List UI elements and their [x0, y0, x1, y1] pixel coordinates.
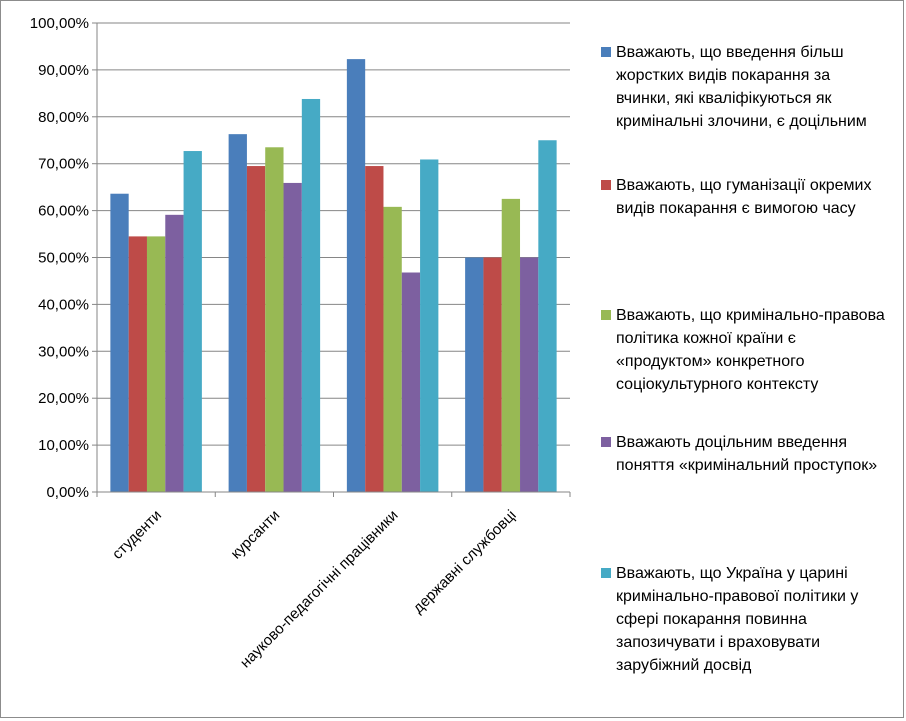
legend-label-4: Вважають доцільним введення поняття «кри… — [616, 434, 878, 474]
y-tick-labels: 0,00% 10,00% 20,00% 30,00% 40,00% 50,00% 60,00… — [30, 15, 89, 501]
legend-item-1: Вважають, що введення більш жорстких вид… — [601, 41, 886, 133]
bar-s3-c1 — [146, 236, 166, 492]
y-tick-label-10: 100,00% — [30, 15, 89, 32]
y-tick-label-8: 80,00% — [38, 109, 89, 126]
bar-s2-c2 — [246, 166, 266, 493]
bar-s1-c3 — [346, 59, 366, 492]
bar-s5-c3 — [420, 159, 439, 492]
legend-swatch-2 — [601, 180, 611, 190]
x-category-label-4: державні службовці — [410, 507, 520, 617]
bar-s4-c2 — [283, 182, 302, 492]
legend-swatch-3 — [601, 310, 611, 320]
legend-label-2: Вважають, що гуманізації окремих видів п… — [616, 177, 872, 217]
bar-s3-c2 — [265, 147, 284, 492]
bar-s5-c2 — [301, 98, 321, 492]
legend-item-4: Вважають доцільним введення поняття «кри… — [601, 431, 886, 477]
bar-s5-c4 — [538, 140, 557, 492]
bar-s2-c1 — [128, 236, 147, 492]
legend-item-2: Вважають, що гуманізації окремих видів п… — [601, 174, 886, 220]
legend-label-3: Вважають, що кримінально-правова політик… — [616, 307, 885, 393]
legend-label-5: Вважають, що Україна у царині кримінальн… — [616, 565, 859, 674]
y-tick-label-7: 70,00% — [38, 156, 89, 173]
bar-s5-c1 — [183, 151, 202, 493]
bar-s2-c3 — [365, 166, 384, 493]
legend-swatch-5 — [601, 568, 611, 578]
y-tick-label-2: 20,00% — [38, 390, 89, 407]
y-tick-label-1: 10,00% — [38, 437, 89, 454]
bar-s4-c3 — [401, 272, 421, 492]
legend-label-1: Вважають, що введення більш жорстких вид… — [616, 44, 867, 130]
y-tick-label-0: 0,00% — [46, 484, 89, 501]
bars — [110, 59, 557, 493]
legend-item-3: Вважають, що кримінально-правова політик… — [601, 304, 886, 396]
y-tick-label-6: 60,00% — [38, 203, 89, 220]
bar-s4-c1 — [165, 214, 184, 493]
x-category-label-1: студенти — [109, 507, 165, 563]
legend-item-5: Вважають, що Україна у царині кримінальн… — [601, 562, 886, 677]
bar-s3-c3 — [383, 206, 402, 492]
bar-s1-c2 — [228, 134, 247, 492]
y-tick-label-3: 30,00% — [38, 343, 89, 360]
bar-s1-c1 — [110, 193, 129, 492]
y-tick-label-9: 90,00% — [38, 62, 89, 79]
axes — [92, 22, 571, 497]
bar-s4-c4 — [520, 257, 539, 492]
bar-s2-c4 — [483, 257, 502, 492]
y-tick-label-5: 50,00% — [38, 250, 89, 267]
x-category-label-2: курсанти — [227, 507, 283, 563]
bar-s1-c4 — [465, 257, 484, 492]
y-tick-label-4: 40,00% — [38, 296, 89, 313]
legend-swatch-1 — [601, 47, 611, 57]
bar-s3-c4 — [501, 198, 521, 492]
legend-swatch-4 — [601, 437, 611, 447]
